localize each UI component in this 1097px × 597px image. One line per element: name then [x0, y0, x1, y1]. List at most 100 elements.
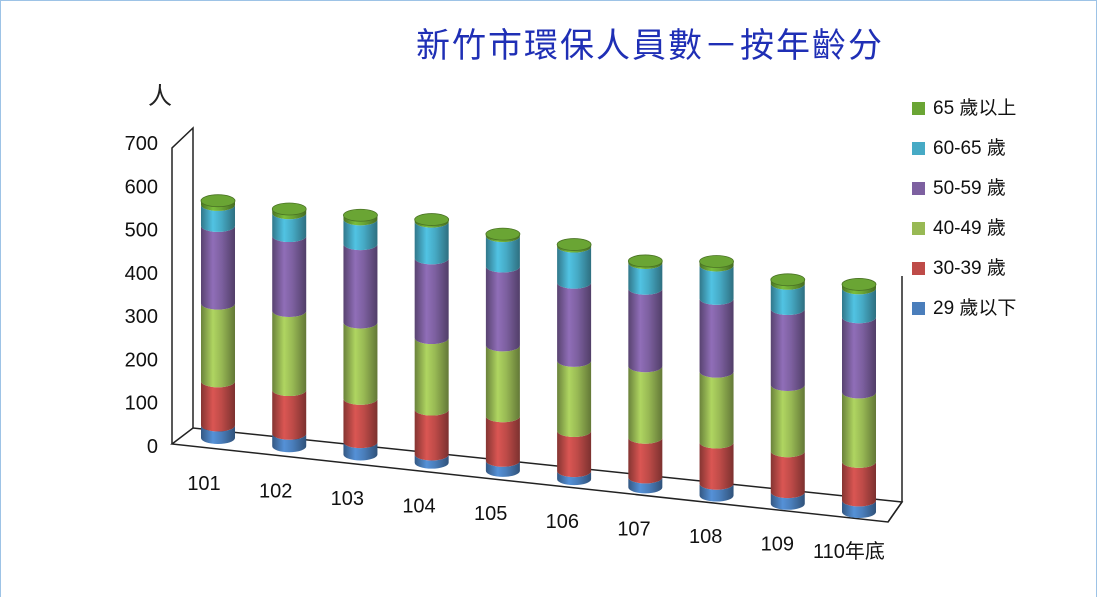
bar-segment — [201, 225, 235, 310]
bar-segment — [272, 310, 307, 397]
bar-segment — [343, 322, 378, 405]
x-tick-label: 107 — [617, 518, 650, 540]
bar-segment — [414, 219, 449, 228]
bar-segment — [770, 451, 805, 499]
bar-segment — [699, 371, 734, 449]
bar-segment — [628, 437, 663, 484]
bar-segment — [699, 298, 734, 378]
left-wall-outline — [171, 126, 194, 444]
bar-top-cap — [770, 273, 806, 287]
bar-segment — [272, 213, 307, 243]
bar-segment — [272, 236, 307, 317]
bar-segment — [557, 244, 592, 253]
bar-segment — [842, 317, 876, 399]
bar-top-cap — [485, 227, 521, 241]
bar-segment — [343, 215, 378, 226]
y-tick-label: 100 — [125, 393, 158, 415]
x-tick-label: 109 — [761, 533, 794, 555]
bar-segment — [485, 416, 520, 467]
bar-segment — [272, 390, 307, 440]
bar-segment — [201, 200, 235, 211]
legend-swatch — [912, 102, 925, 115]
bar-segment — [343, 244, 378, 329]
bar-segment — [485, 266, 520, 352]
bar-segment — [699, 265, 734, 305]
y-tick-label: 200 — [125, 349, 158, 371]
bar-segment — [557, 246, 592, 289]
legend-item-label: 50-59 歲 — [933, 177, 1006, 199]
x-tick-label: 101 — [187, 473, 220, 495]
bar-segment — [557, 430, 592, 478]
bar-top-cap — [343, 208, 378, 222]
bar-segment — [201, 204, 235, 232]
bar-segment — [628, 262, 663, 295]
bar-segment — [201, 303, 235, 388]
bar-segment — [343, 442, 378, 461]
bar-segment — [770, 309, 805, 391]
bar-top-cap — [414, 213, 450, 226]
x-tick-label: 110年底 — [813, 540, 885, 563]
bar-top-cap — [627, 254, 663, 268]
bar-segment — [699, 261, 734, 272]
bar-segment — [628, 366, 663, 444]
legend-swatch — [912, 302, 925, 315]
bar-top-cap — [841, 278, 877, 291]
y-tick-label: 600 — [125, 176, 158, 198]
bar-segment — [201, 425, 235, 444]
legend-swatch — [912, 182, 925, 195]
bar-segment — [485, 345, 520, 423]
bar-segment — [557, 471, 592, 486]
bar-segment — [770, 283, 805, 316]
bar-top-cap — [699, 255, 734, 268]
bar-segment — [485, 234, 520, 243]
x-tick-label: 105 — [474, 503, 507, 525]
bar-top-cap — [271, 202, 307, 216]
bar-segment — [272, 208, 307, 220]
bar-segment — [485, 236, 520, 273]
x-tick-label: 104 — [402, 496, 435, 518]
bar-segment — [272, 433, 307, 453]
bar-segment — [557, 360, 592, 437]
right-wall-outline — [887, 276, 903, 523]
chart-title: 新竹市環保人員數－按年齡分 — [416, 26, 884, 66]
bar-segment — [770, 279, 805, 290]
x-tick-label: 103 — [331, 488, 364, 510]
bar-segment — [343, 219, 378, 251]
bar-segment — [343, 398, 378, 449]
legend-swatch — [912, 142, 925, 155]
x-tick-label: 102 — [259, 481, 292, 503]
legend-swatch — [912, 262, 925, 275]
legend-item-label: 60-65 歲 — [933, 137, 1006, 159]
bar-segment — [770, 384, 805, 458]
bar-segment — [485, 460, 520, 477]
y-tick-label: 0 — [147, 436, 158, 458]
bar-segment — [842, 500, 876, 518]
y-axis-unit-label: 人 — [148, 82, 172, 110]
y-tick-label: 700 — [125, 133, 158, 155]
bar-segment — [414, 338, 449, 416]
x-tick-label: 106 — [546, 511, 579, 533]
legend-item-label: 29 歲以下 — [933, 297, 1016, 319]
bar-segment — [414, 221, 449, 265]
bar-segment — [770, 492, 805, 510]
legend-item-label: 65 歲以上 — [933, 97, 1016, 119]
y-tick-label: 500 — [125, 220, 158, 242]
legend-item-label: 40-49 歲 — [933, 217, 1006, 239]
bar-segment — [414, 258, 449, 345]
bar-segment — [201, 381, 235, 432]
bar-segment — [628, 288, 663, 373]
bar-segment — [628, 260, 663, 269]
bar-segment — [699, 442, 734, 490]
y-tick-label: 300 — [125, 306, 158, 328]
bar-segment — [699, 483, 734, 502]
x-tick-label: 108 — [689, 526, 722, 548]
bar-top-cap — [200, 194, 236, 208]
bar-segment — [557, 282, 592, 367]
bar-segment — [414, 454, 449, 469]
bar-segment — [842, 284, 876, 295]
y-tick-label: 400 — [125, 263, 158, 285]
bar-segment — [842, 461, 876, 507]
bar-segment — [842, 392, 876, 468]
bar-segment — [414, 409, 449, 461]
